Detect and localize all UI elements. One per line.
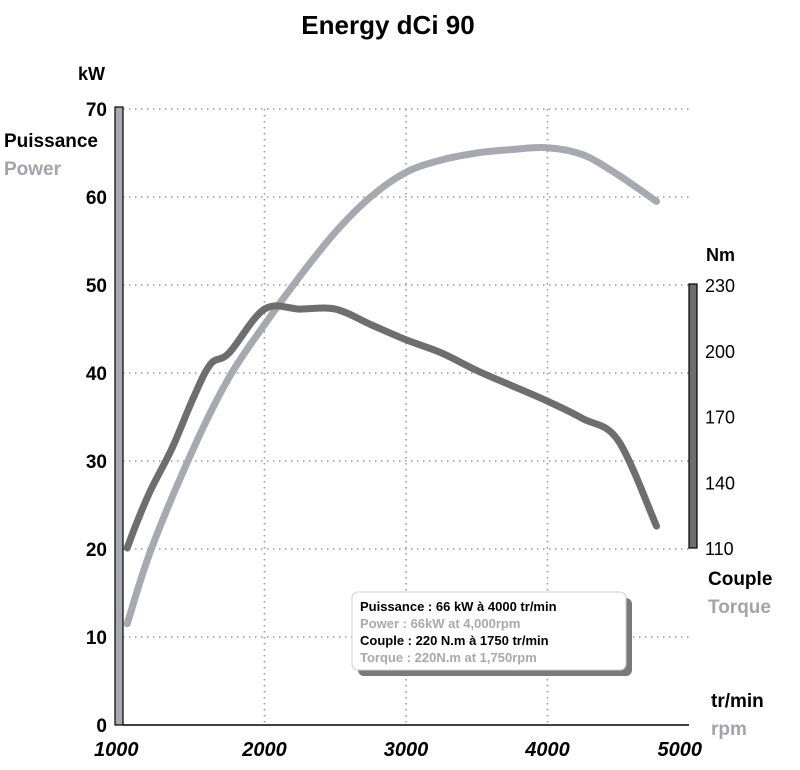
tick-labels: 0 10 20 30 40 50 60 70 1000 2000 3000 4000 5000 110 14… [86,100,735,761]
right-axis-label-fr: Couple [708,569,772,590]
y-left-tick-label: 20 [86,540,107,561]
y-left-tick-label: 30 [86,452,107,473]
x-axis-unit-fr: tr/min [711,691,764,712]
x-axis-unit-en: rpm [711,719,747,740]
annotation-torque-en: Torque : 220N.m at 1,750rpm [360,650,537,665]
x-tick-label: 4000 [524,739,570,761]
x-tick-label: 2000 [241,739,287,761]
y-right-tick-label: 200 [705,342,735,362]
annotation-power-en: Power : 66kW at 4,000rpm [360,616,520,631]
annotation-torque-fr: Couple : 220 N.m à 1750 tr/min [360,633,549,648]
y-left-tick-label: 0 [96,716,107,737]
y-left-tick-label: 10 [86,628,107,649]
y-left-tick-label: 40 [86,364,107,385]
annotation-box-panel [351,591,627,671]
annotation-box: Puissance : 66 kW à 4000 tr/min Power : … [351,591,632,676]
left-axis-label-fr: Puissance [4,131,98,152]
y-right-tick-label: 170 [705,408,735,428]
left-axis-unit: kW [78,64,105,84]
chart-title: Energy dCi 90 [301,10,474,40]
left-axis-bar [114,106,124,726]
right-axis-bar [688,283,698,549]
x-tick-label: 1000 [94,739,139,761]
y-left-tick-label: 60 [86,188,107,209]
series [123,143,660,628]
y-left-tick-label: 70 [86,100,107,121]
right-axis-unit: Nm [706,245,735,265]
right-axis-label-en: Torque [708,597,771,618]
left-axis-label-en: Power [4,159,62,180]
y-right-tick-label: 110 [705,539,734,559]
y-right-tick-label: 140 [705,473,735,493]
y-right-tick-label: 230 [705,276,735,296]
torque-curve [123,302,660,552]
annotation-power-fr: Puissance : 66 kW à 4000 tr/min [360,599,557,614]
x-tick-label: 5000 [658,739,703,761]
power-curve [123,143,660,628]
x-tick-label: 3000 [384,739,429,761]
y-left-tick-label: 50 [86,276,107,297]
